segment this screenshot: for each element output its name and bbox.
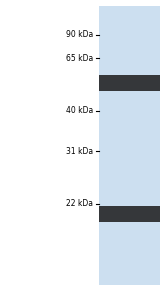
Bar: [99, 206, 160, 222]
Bar: [99, 6, 160, 285]
Text: 40 kDa: 40 kDa: [66, 106, 93, 115]
Text: 65 kDa: 65 kDa: [66, 54, 93, 63]
Bar: [99, 75, 160, 91]
Text: 90 kDa: 90 kDa: [66, 31, 93, 39]
Text: 31 kDa: 31 kDa: [66, 147, 93, 156]
Text: 22 kDa: 22 kDa: [66, 199, 93, 208]
